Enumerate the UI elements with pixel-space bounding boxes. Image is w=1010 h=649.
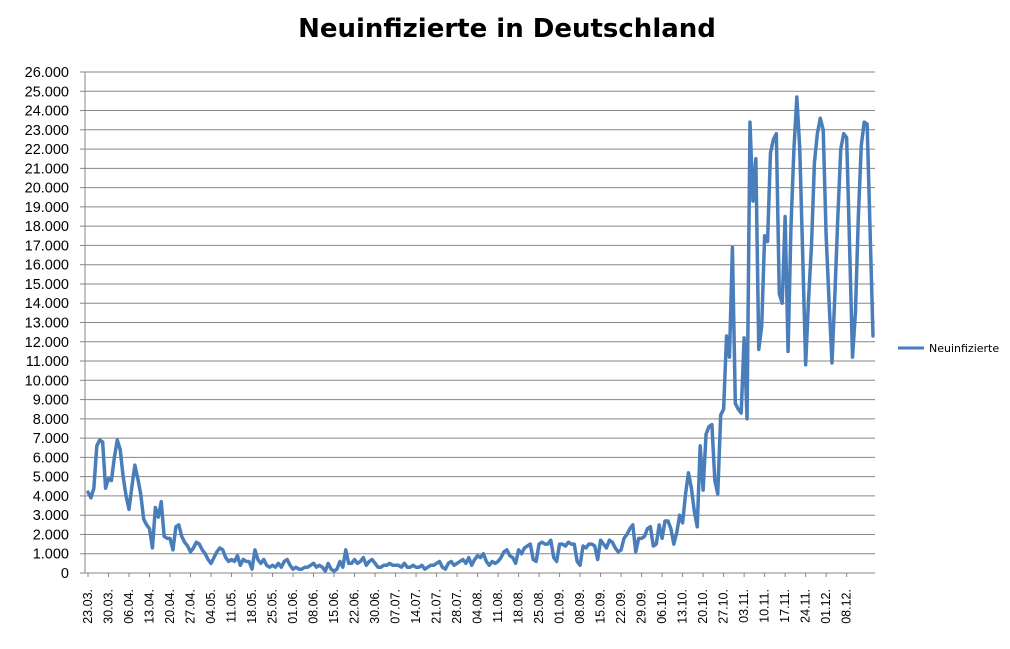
x-tick-label: 04.05. (204, 589, 218, 624)
x-tick-label: 27.10. (717, 589, 731, 624)
x-tick-label: 15.06. (327, 589, 341, 624)
x-tick-label: 01.12. (819, 589, 833, 624)
x-tick-label: 06.10. (655, 589, 669, 624)
y-tick-label: 15.000 (25, 277, 69, 293)
x-tick-label: 03.11. (737, 589, 751, 623)
x-tick-label: 10.11. (758, 589, 772, 623)
y-tick-label: 20.000 (25, 181, 69, 197)
x-tick-label: 08.06. (307, 589, 321, 624)
y-tick-label: 10.000 (25, 373, 69, 389)
y-tick-label: 2.000 (33, 527, 69, 543)
x-tick-label: 23.03. (81, 589, 95, 624)
y-tick-label: 12.000 (25, 335, 69, 351)
x-tick-label: 24.11. (799, 589, 813, 623)
x-tick-label: 25.08. (532, 589, 546, 624)
x-tick-label: 28.07. (450, 589, 464, 624)
x-tick-label: 13.04. (143, 589, 157, 624)
x-tick-label: 29.09. (635, 589, 649, 624)
y-tick-label: 3.000 (33, 508, 69, 524)
y-tick-label: 13.000 (25, 316, 69, 332)
x-tick-label: 30.03. (102, 589, 116, 624)
y-tick-label: 11.000 (26, 354, 69, 370)
y-tick-label: 19.000 (25, 200, 69, 216)
x-tick-label: 18.05. (245, 589, 259, 624)
x-tick-label: 22.06. (348, 589, 362, 624)
x-tick-label: 15.09. (594, 589, 608, 624)
x-tick-label: 20.10. (696, 589, 710, 624)
x-tick-label: 11.08. (491, 589, 505, 623)
x-tick-label: 06.04. (122, 589, 136, 624)
y-tick-label: 5.000 (33, 470, 69, 486)
x-tick-label: 01.06. (286, 589, 300, 624)
y-tick-label: 9.000 (33, 393, 69, 409)
y-tick-label: 4.000 (33, 489, 69, 505)
y-tick-label: 22.000 (25, 142, 69, 158)
y-tick-label: 23.000 (25, 123, 69, 139)
x-tick-label: 08.12. (840, 589, 854, 624)
x-tick-label: 07.07. (389, 589, 403, 624)
x-tick-label: 14.07. (409, 589, 423, 624)
y-tick-label: 7.000 (33, 431, 69, 447)
x-tick-label: 18.08. (512, 589, 526, 624)
y-tick-label: 18.000 (25, 219, 69, 235)
y-tick-label: 16.000 (25, 258, 69, 274)
y-tick-label: 26.000 (25, 65, 69, 81)
legend: Neuinfizierte (898, 342, 999, 355)
x-tick-label: 22.09. (614, 589, 628, 624)
y-tick-label: 17.000 (25, 238, 69, 254)
x-tick-label: 13.10. (676, 589, 690, 624)
axes (80, 71, 875, 577)
legend-label: Neuinfizierte (929, 342, 999, 355)
x-tick-label: 25.05. (266, 589, 280, 624)
x-tick-label: 17.11. (778, 589, 792, 623)
x-tick-label: 08.09. (573, 589, 587, 624)
x-tick-label: 27.04. (184, 589, 198, 624)
y-tick-label: 21.000 (25, 161, 69, 177)
y-tick-label: 14.000 (25, 296, 69, 312)
x-tick-label: 20.04. (163, 589, 177, 624)
y-tick-label: 6.000 (33, 450, 69, 466)
x-tick-labels: 23.03. 30.03. 06.04. 13.04. 20.04. 27.04. 04.0… (81, 589, 854, 624)
x-tick-label: 21.07. (430, 589, 444, 624)
y-tick-label: 25.000 (25, 84, 69, 100)
x-tick-label: 04.08. (471, 589, 485, 624)
y-tick-label: 24.000 (25, 104, 69, 120)
x-tick-label: 30.06. (368, 589, 382, 624)
series-lines (86, 95, 875, 573)
x-tick-label: 01.09. (553, 589, 567, 624)
y-tick-label: 0 (61, 566, 69, 582)
y-tick-label: 8.000 (33, 412, 69, 428)
x-tick-label: 11.05. (225, 589, 239, 623)
chart-title: Neuinfizierte in Deutschland (298, 14, 716, 44)
series-line (86, 95, 875, 573)
y-tick-labels: 0 1.000 2.000 3.000 4.000 5.000 6.000 7.000 8.00… (25, 65, 69, 582)
y-tick-label: 1.000 (33, 547, 69, 563)
